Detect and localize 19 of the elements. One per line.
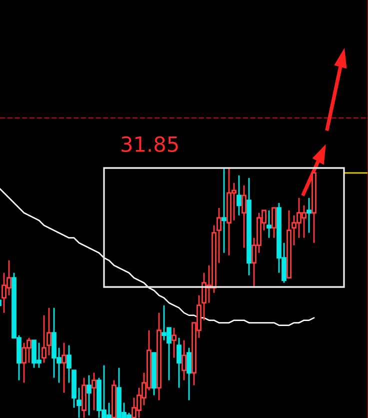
- candlestick: [62, 342, 66, 394]
- text: 31.85: [122, 136, 178, 152]
- candlestick: [92, 372, 96, 411]
- candlestick: [242, 184, 246, 249]
- candlestick: [66, 344, 72, 384]
- candlestick: [222, 167, 226, 254]
- candlestick: [176, 337, 182, 388]
- candlestick: [172, 327, 176, 358]
- candlestick: [76, 387, 82, 418]
- candlestick: [306, 197, 312, 234]
- candlestick: [86, 374, 92, 416]
- candlestick: [266, 210, 272, 239]
- candlestick: [236, 174, 242, 216]
- candlestick: [186, 347, 192, 401]
- candlestick: [272, 207, 276, 239]
- candlestick: [46, 307, 52, 356]
- candlestick: [182, 340, 186, 381]
- candlestick: [42, 314, 46, 364]
- candlestick: [216, 207, 222, 264]
